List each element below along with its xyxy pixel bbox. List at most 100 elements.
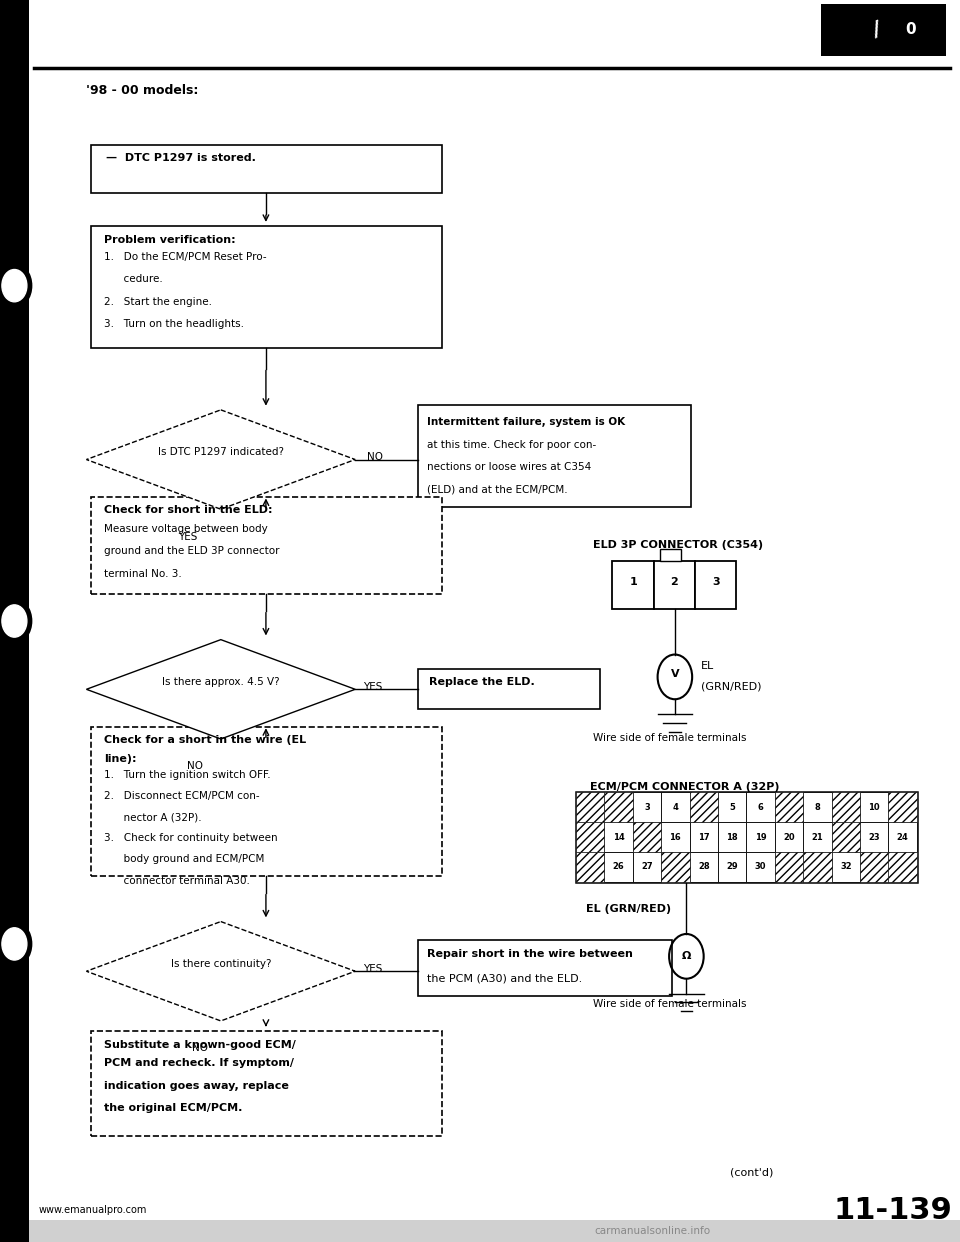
Circle shape	[0, 263, 32, 308]
FancyBboxPatch shape	[576, 792, 917, 882]
FancyBboxPatch shape	[888, 792, 917, 822]
Text: 1.   Turn the ignition switch OFF.: 1. Turn the ignition switch OFF.	[104, 770, 271, 780]
FancyBboxPatch shape	[718, 792, 747, 822]
FancyBboxPatch shape	[605, 792, 633, 822]
Text: V: V	[671, 669, 679, 679]
Text: 14: 14	[612, 832, 624, 842]
Text: 32: 32	[840, 862, 852, 872]
Text: the original ECM/PCM.: the original ECM/PCM.	[104, 1103, 242, 1113]
Text: PCM and recheck. If symptom/: PCM and recheck. If symptom/	[104, 1058, 294, 1068]
FancyBboxPatch shape	[91, 226, 442, 348]
Text: 16: 16	[669, 832, 682, 842]
FancyBboxPatch shape	[831, 822, 860, 852]
FancyBboxPatch shape	[633, 822, 661, 852]
Text: connector terminal A30.: connector terminal A30.	[104, 876, 250, 886]
Text: body ground and ECM/PCM: body ground and ECM/PCM	[104, 854, 264, 864]
FancyBboxPatch shape	[418, 669, 600, 709]
Text: Is there approx. 4.5 V?: Is there approx. 4.5 V?	[162, 677, 279, 687]
Text: EL (GRN/RED): EL (GRN/RED)	[586, 904, 671, 914]
FancyBboxPatch shape	[91, 1031, 442, 1136]
FancyBboxPatch shape	[689, 822, 718, 852]
FancyBboxPatch shape	[654, 561, 695, 609]
FancyBboxPatch shape	[888, 822, 917, 852]
Text: 28: 28	[698, 862, 709, 872]
Text: 8: 8	[814, 802, 820, 812]
Text: Wire side of female terminals: Wire side of female terminals	[593, 733, 747, 743]
Text: the PCM (A30) and the ELD.: the PCM (A30) and the ELD.	[427, 974, 583, 984]
FancyBboxPatch shape	[831, 792, 860, 822]
FancyBboxPatch shape	[689, 792, 718, 822]
FancyBboxPatch shape	[661, 792, 689, 822]
FancyBboxPatch shape	[576, 852, 605, 882]
Circle shape	[2, 270, 27, 302]
FancyBboxPatch shape	[888, 852, 917, 882]
Text: indication goes away, replace: indication goes away, replace	[104, 1081, 289, 1090]
Text: YES: YES	[363, 964, 382, 974]
Text: /: /	[871, 19, 883, 41]
Text: NO: NO	[187, 761, 204, 771]
Text: 18: 18	[727, 832, 738, 842]
Text: YES: YES	[363, 682, 382, 692]
FancyBboxPatch shape	[775, 822, 804, 852]
Circle shape	[0, 599, 32, 643]
FancyBboxPatch shape	[91, 145, 442, 193]
FancyBboxPatch shape	[888, 792, 917, 822]
FancyBboxPatch shape	[775, 852, 804, 882]
Circle shape	[0, 922, 32, 966]
Text: nector A (32P).: nector A (32P).	[104, 812, 202, 822]
FancyBboxPatch shape	[418, 405, 691, 507]
FancyBboxPatch shape	[747, 852, 775, 882]
Text: 2.   Start the engine.: 2. Start the engine.	[104, 297, 211, 307]
FancyBboxPatch shape	[605, 822, 633, 852]
Text: 6: 6	[757, 802, 763, 812]
FancyBboxPatch shape	[775, 852, 804, 882]
FancyBboxPatch shape	[775, 792, 804, 822]
Text: carmanualsonline.info: carmanualsonline.info	[595, 1226, 710, 1236]
Text: 1.   Do the ECM/PCM Reset Pro-: 1. Do the ECM/PCM Reset Pro-	[104, 252, 266, 262]
Text: (cont'd): (cont'd)	[730, 1167, 773, 1177]
FancyBboxPatch shape	[612, 561, 654, 609]
Text: 1: 1	[629, 578, 637, 587]
Text: NO: NO	[192, 1043, 208, 1053]
Text: Is there continuity?: Is there continuity?	[171, 959, 271, 969]
Text: 0: 0	[905, 22, 916, 37]
Text: 4: 4	[672, 802, 679, 812]
Text: 20: 20	[783, 832, 795, 842]
FancyBboxPatch shape	[605, 852, 633, 882]
Polygon shape	[86, 922, 355, 1021]
Text: (ELD) and at the ECM/PCM.: (ELD) and at the ECM/PCM.	[427, 484, 567, 494]
FancyBboxPatch shape	[804, 822, 831, 852]
Text: —  DTC P1297 is stored.: — DTC P1297 is stored.	[106, 153, 255, 163]
FancyBboxPatch shape	[576, 792, 605, 822]
Circle shape	[2, 928, 27, 960]
Text: Replace the ELD.: Replace the ELD.	[429, 677, 535, 687]
Text: Substitute a known-good ECM/: Substitute a known-good ECM/	[104, 1040, 296, 1049]
FancyBboxPatch shape	[775, 792, 804, 822]
FancyBboxPatch shape	[576, 822, 605, 852]
FancyBboxPatch shape	[661, 852, 689, 882]
Text: ECM/PCM CONNECTOR A (32P): ECM/PCM CONNECTOR A (32P)	[590, 782, 780, 792]
FancyBboxPatch shape	[0, 0, 29, 1242]
Text: Check for a short in the wire (EL: Check for a short in the wire (EL	[104, 735, 306, 745]
Text: 3: 3	[712, 578, 719, 587]
Text: '98 - 00 models:: '98 - 00 models:	[86, 84, 199, 97]
Text: NO: NO	[367, 452, 383, 462]
FancyBboxPatch shape	[91, 497, 442, 594]
Text: 23: 23	[869, 832, 880, 842]
Text: nections or loose wires at C354: nections or loose wires at C354	[427, 462, 591, 472]
FancyBboxPatch shape	[860, 822, 888, 852]
Text: 5: 5	[730, 802, 735, 812]
Text: 26: 26	[612, 862, 624, 872]
FancyBboxPatch shape	[718, 852, 747, 882]
Text: YES: YES	[178, 532, 197, 542]
FancyBboxPatch shape	[418, 940, 672, 996]
FancyBboxPatch shape	[605, 792, 633, 822]
Text: 2.   Disconnect ECM/PCM con-: 2. Disconnect ECM/PCM con-	[104, 791, 259, 801]
Text: Measure voltage between body: Measure voltage between body	[104, 524, 268, 534]
Text: EL: EL	[701, 661, 714, 671]
Text: 11-139: 11-139	[833, 1196, 952, 1226]
Text: Repair short in the wire between: Repair short in the wire between	[427, 949, 633, 959]
Text: 10: 10	[869, 802, 880, 812]
Text: ground and the ELD 3P connector: ground and the ELD 3P connector	[104, 546, 279, 556]
Text: Problem verification:: Problem verification:	[104, 235, 235, 245]
